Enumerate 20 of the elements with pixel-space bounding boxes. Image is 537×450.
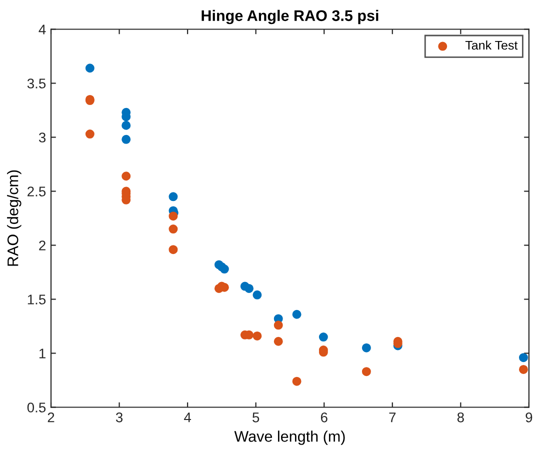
y-tick-label: 4	[38, 24, 46, 34]
y-tick-label: 3	[38, 132, 46, 142]
x-tick-label: 3	[116, 412, 123, 422]
x-tick-label: 4	[184, 412, 192, 422]
chart-title: Hinge Angle RAO 3.5 psi	[202, 10, 378, 24]
x-tick-label: 5	[252, 412, 260, 422]
y-tick-label: 1.5	[28, 294, 46, 304]
x-tick-label: 7	[389, 412, 396, 422]
legend-label: Tank Test	[465, 40, 518, 50]
y-tick-label: 1	[39, 348, 46, 358]
x-tick-label: 9	[526, 412, 532, 422]
x-tick-label: 8	[457, 412, 464, 422]
y-axis-title: RAO (deg/cm)	[7, 170, 22, 266]
y-tick-label: 3.5	[27, 78, 46, 88]
x-tick-label: 2	[48, 412, 54, 422]
x-tick-label: 6	[320, 412, 328, 422]
y-tick-label: 2.5	[28, 186, 46, 196]
x-axis-title: Wave length (m)	[234, 430, 345, 445]
y-tick-label: 0.5	[27, 402, 46, 412]
y-tick-label: 2	[39, 240, 46, 250]
